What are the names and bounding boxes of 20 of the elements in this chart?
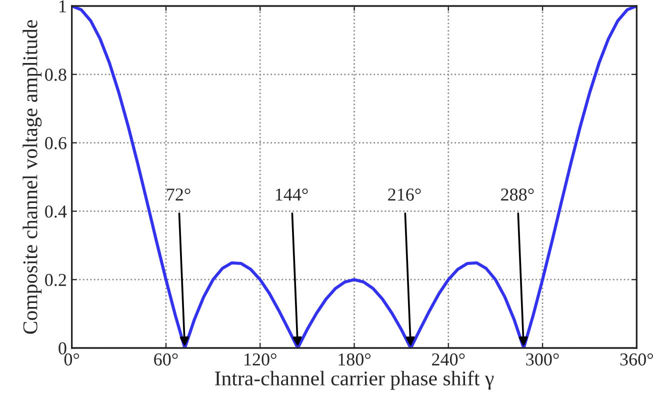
y-tick-label: 0.8 (45, 68, 66, 81)
y-tick-label: 1 (60, 0, 66, 12)
x-tick-label: 360° (620, 353, 653, 366)
y-tick-label: 0 (58, 342, 66, 354)
x-tick-label: 300° (526, 353, 559, 366)
y-tick-label: 0.6 (45, 137, 66, 150)
y-axis-title: Composite channel voltage amplitude (22, 20, 42, 334)
x-axis-title: Intra-channel carrier phase shift γ (215, 370, 494, 390)
line-series (72, 6, 637, 348)
x-tick-label: 60° (154, 353, 178, 366)
x-tick-label: 0° (64, 353, 80, 366)
annotation: 72° (167, 188, 190, 201)
x-tick-label: 180° (338, 353, 371, 366)
annotation: 144° (276, 188, 308, 201)
x-tick-label: 120° (244, 353, 276, 366)
annotation: 216° (388, 188, 421, 201)
y-tick-label: 0.4 (45, 205, 67, 218)
x-tick-label: 240° (432, 353, 465, 366)
y-tick-label: 0.2 (45, 274, 66, 286)
annotation: 288° (501, 188, 534, 201)
